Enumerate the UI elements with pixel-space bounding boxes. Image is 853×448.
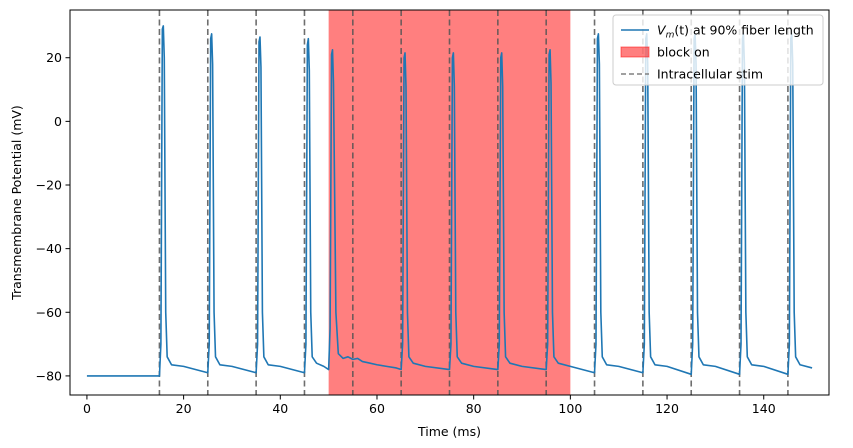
x-tick-label: 140	[752, 401, 776, 416]
legend-voltage-label: (t) at 90% fiber length	[674, 23, 813, 38]
y-tick-label: −60	[36, 305, 62, 320]
x-tick-label: 60	[369, 401, 385, 416]
y-axis-label: Transmembrane Potential (mV)	[9, 105, 24, 301]
x-axis-label: Time (ms)	[417, 424, 481, 439]
x-tick-label: 20	[176, 401, 192, 416]
y-tick-label: −40	[36, 241, 62, 256]
legend: Vm(t) at 90% fiber length block on Intra…	[612, 14, 824, 86]
y-axis-ticks: −80 −60 −40 −20 0 20	[36, 50, 70, 383]
x-axis-ticks: 0 20 40 60 80 100 120 140	[83, 395, 776, 416]
legend-entry-stim: Intracellular stim	[657, 67, 763, 82]
legend-voltage-symbol: V	[657, 23, 667, 38]
x-tick-label: 40	[272, 401, 288, 416]
legend-swatch-patch	[620, 46, 650, 58]
legend-box	[612, 14, 824, 86]
legend-entry-block: block on	[657, 45, 710, 60]
y-tick-label: 20	[46, 50, 62, 65]
legend-entry-voltage: Vm(t) at 90% fiber length	[657, 23, 814, 41]
y-tick-label: 0	[54, 114, 62, 129]
y-tick-label: −20	[36, 178, 62, 193]
stim-lines-layer	[158, 10, 789, 395]
x-tick-label: 0	[83, 401, 91, 416]
x-tick-label: 80	[466, 401, 482, 416]
x-tick-label: 120	[655, 401, 679, 416]
plot-frame	[69, 9, 830, 396]
y-tick-label: −80	[36, 368, 62, 383]
x-tick-label: 100	[558, 401, 582, 416]
legend-voltage-subscript: m	[666, 31, 675, 41]
